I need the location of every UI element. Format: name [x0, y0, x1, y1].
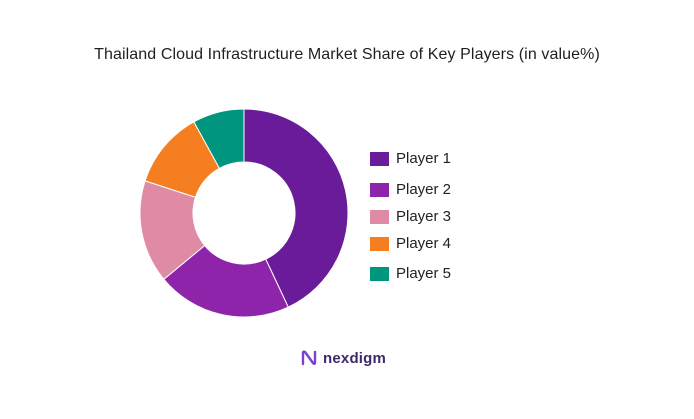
legend-swatch-3 [370, 209, 389, 224]
legend-label-3: Player 3 [396, 208, 452, 225]
legend-label-2: Player 2 [396, 181, 452, 198]
legend-item-3: Player 3 [370, 208, 451, 225]
legend-label-4: Player 4 [396, 235, 452, 252]
chart-title: Thailand Cloud Infrastructure Market Sha… [94, 46, 600, 63]
donut-slice-2 [163, 244, 289, 318]
legend-item-2: Player 2 [370, 181, 451, 198]
legend-label-5: Player 5 [396, 265, 452, 282]
legend-swatch-4 [370, 236, 389, 251]
donut-slice-1 [243, 108, 349, 308]
legend-swatch-1 [370, 151, 389, 166]
brand-name: nexdigm [323, 349, 387, 367]
legend-item-5: Player 5 [370, 265, 451, 282]
brand-logo: nexdigm [300, 349, 386, 367]
legend-item-1: Player 1 [370, 150, 451, 167]
legend-swatch-5 [370, 266, 389, 281]
legend-swatch-2 [370, 182, 389, 197]
nexdigm-logo-icon [301, 350, 317, 366]
donut-slice-5 [193, 108, 245, 169]
legend-label-1: Player 1 [396, 150, 452, 167]
legend-item-4: Player 4 [370, 235, 451, 252]
